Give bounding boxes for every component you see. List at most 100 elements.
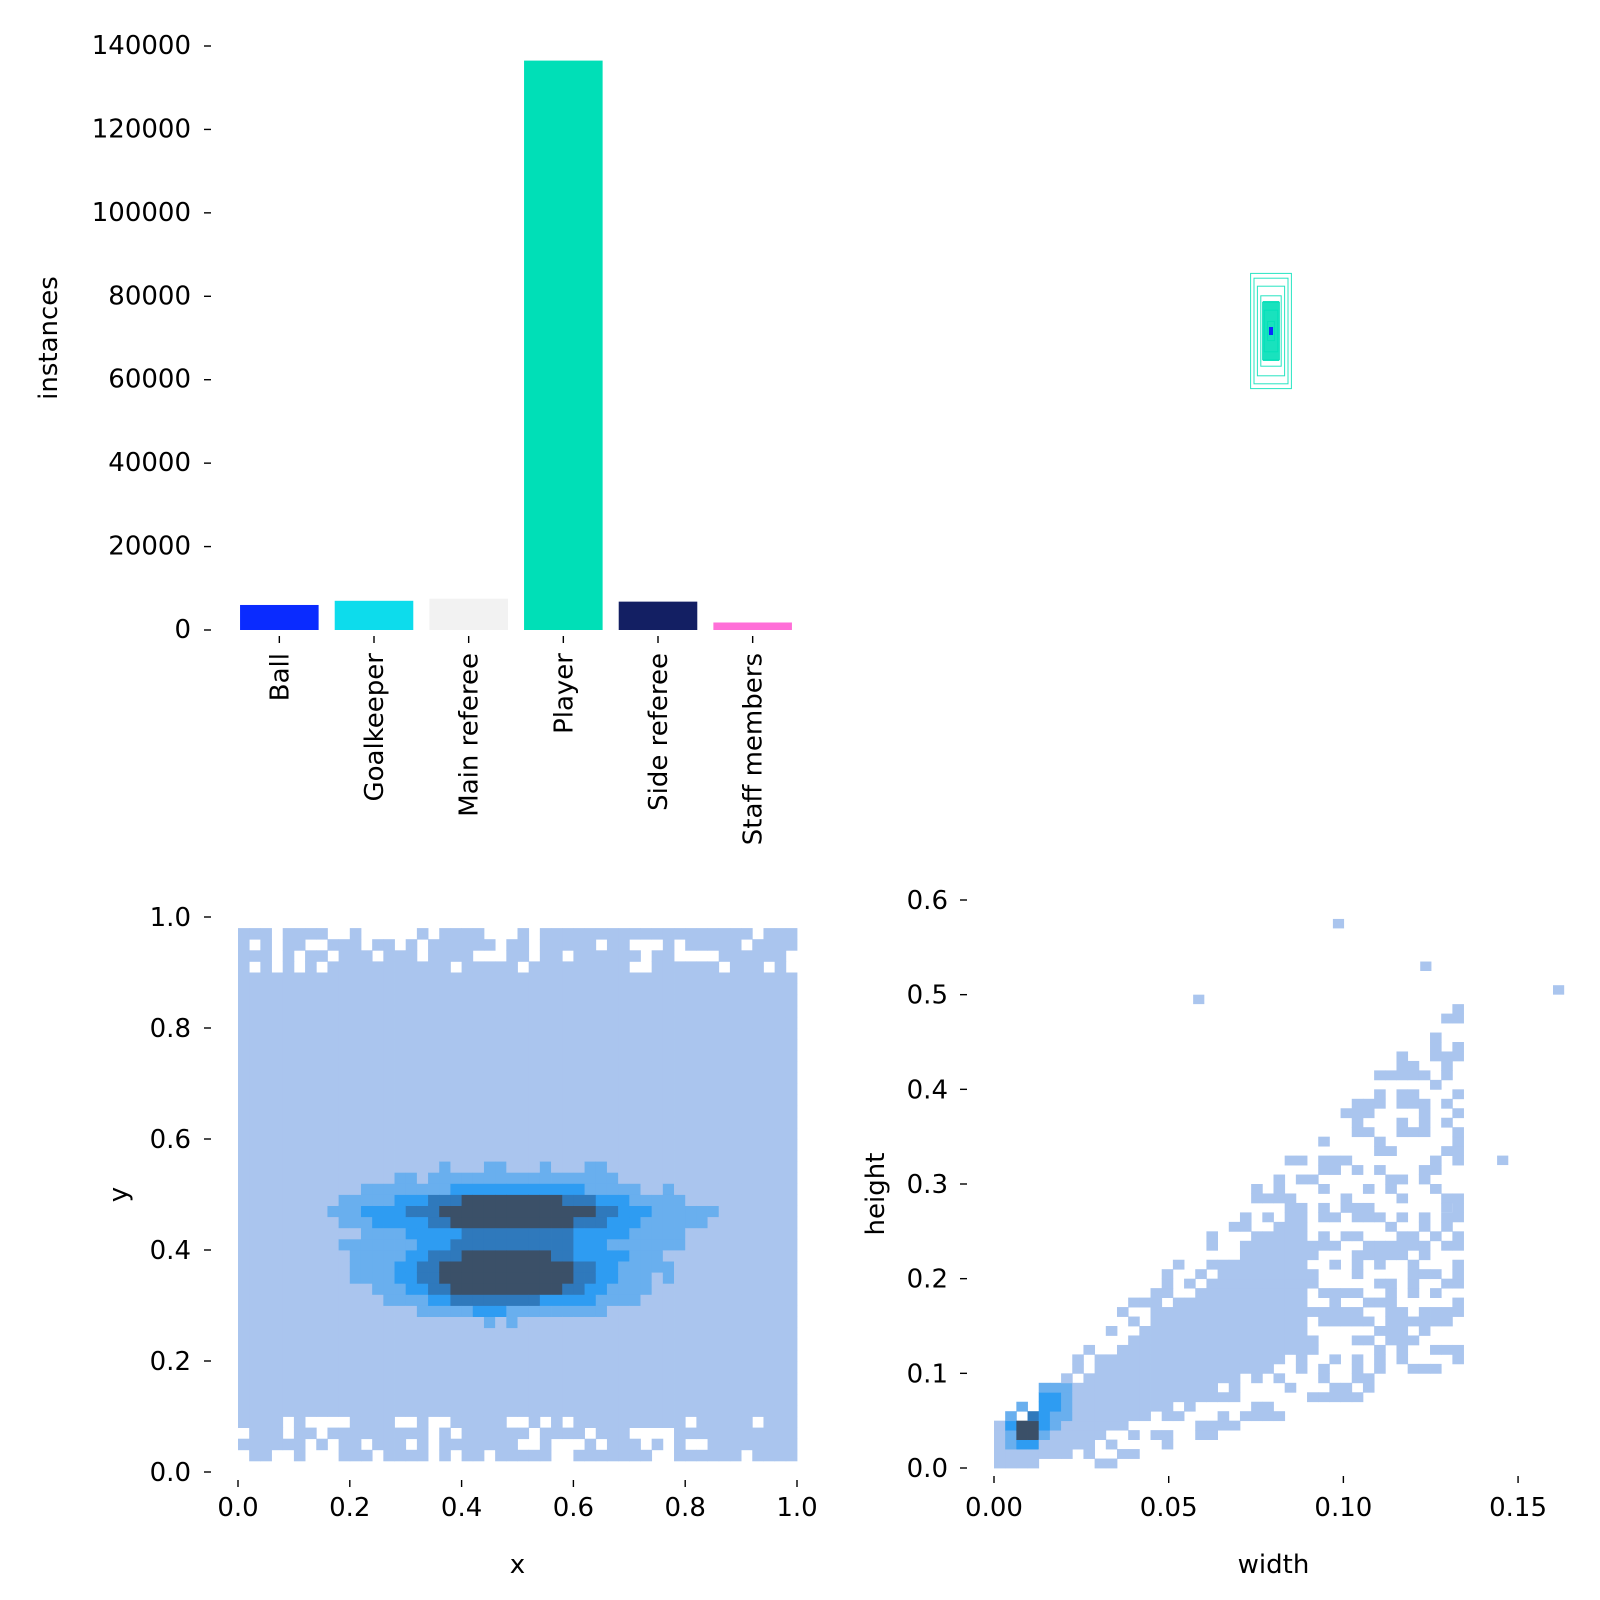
heat-cell [271,1150,284,1162]
heat-cell [741,1127,753,1140]
heat-cell [405,1250,418,1262]
heat-cell [506,1050,518,1062]
heat-cell [416,1072,429,1084]
heat-cell [450,1438,462,1451]
heat-cell [707,1172,720,1184]
heat-cell [1273,1354,1286,1365]
heat-cell [1150,1335,1163,1346]
heat-cell [573,1183,585,1195]
heat-cell [1318,1184,1330,1194]
heat-cell [394,1327,407,1340]
heat-cell [640,1238,653,1251]
heat-cell [651,1327,664,1340]
heat-cell [606,1072,619,1084]
heat-cell [360,1127,373,1140]
heat-cell [249,1383,261,1395]
heat-cell [416,1272,429,1284]
heat-cell [450,1405,462,1417]
heat-cell [1407,1278,1420,1289]
heat-cell [1139,1411,1151,1422]
heat-cell [1307,1278,1319,1289]
heat-cell [461,1161,474,1173]
x-tick-label: Side referee [644,653,674,811]
heat-cell [696,1028,708,1040]
heat-cell [707,1250,720,1262]
heat-cell [495,1016,507,1029]
heat-cell [416,1016,429,1029]
heat-cell [1441,1212,1453,1223]
heat-cell [741,1105,753,1118]
heat-cell [1094,1363,1107,1374]
heat-cell [539,1372,552,1384]
heat-cell [763,994,776,1007]
heat-cell [584,1105,597,1118]
heat-cell [495,1094,507,1107]
heat-cell [629,1272,641,1284]
heat-cell [428,1394,440,1406]
heat-cell [539,1327,552,1340]
heat-cell [483,1105,496,1118]
heat-cell [383,1150,395,1162]
heat-cell [405,1383,418,1395]
heat-cell [539,1349,552,1362]
heat-cell [260,950,272,962]
heat-cell [718,1405,731,1417]
heat-cell [517,1394,530,1406]
heat-cell [584,1327,597,1340]
heat-cell [1351,1202,1364,1213]
heat-cell [774,1238,787,1251]
heat-cell [383,994,395,1007]
heat-cell [1061,1439,1073,1450]
heat-cell [1340,1307,1353,1317]
heat-cell [528,1116,541,1129]
heat-cell [752,1016,764,1029]
y-tick-label: 20000 [108,532,191,562]
heat-cell [305,1205,317,1218]
heat-cell [618,1127,630,1140]
heat-cell [729,1261,742,1273]
heat-cell [1318,1316,1330,1327]
heat-cell [483,1427,496,1440]
heat-cell [472,1061,485,1073]
heat-cell [416,1372,429,1384]
heat-cell [450,928,462,940]
heat-cell [763,1161,776,1173]
heat-cell [1273,1288,1286,1298]
heat-cell [1038,1401,1051,1412]
heat-cell [752,1028,764,1040]
heat-cell [1362,1316,1375,1327]
heat-cell [506,1205,518,1218]
heat-cell [1005,1420,1017,1431]
heat-cell [718,1050,731,1062]
heat-cell [595,1372,608,1384]
heat-cell [584,1449,597,1462]
heat-cell [327,1072,340,1084]
heat-cell [461,1083,474,1095]
heat-cell [483,1039,496,1051]
heat-cell [763,1349,776,1362]
heat-cell [249,1094,261,1107]
heat-cell [729,1072,742,1084]
heat-cell [260,1039,272,1051]
heat-cell [528,1416,541,1428]
heat-cell [472,1438,485,1451]
heat-cell [249,1338,261,1351]
heat-cell [293,1216,306,1229]
heat-cell [472,1383,485,1395]
heat-cell [551,928,563,940]
heat-cell [383,1349,395,1362]
heat-cell [774,1372,787,1384]
heat-cell [1139,1344,1151,1355]
heat-cell [249,1372,261,1384]
heat-cell [316,1161,328,1173]
heat-cell [483,1438,496,1451]
heat-cell [1161,1382,1174,1393]
heat-cell [763,1283,776,1295]
heat-cell [483,1416,496,1428]
heat-cell [360,1161,373,1173]
heat-cell [483,1383,496,1395]
heat-cell [495,972,507,984]
heat-cell [282,972,295,984]
heat-cell [539,1361,552,1373]
heat-cell [349,1205,362,1218]
